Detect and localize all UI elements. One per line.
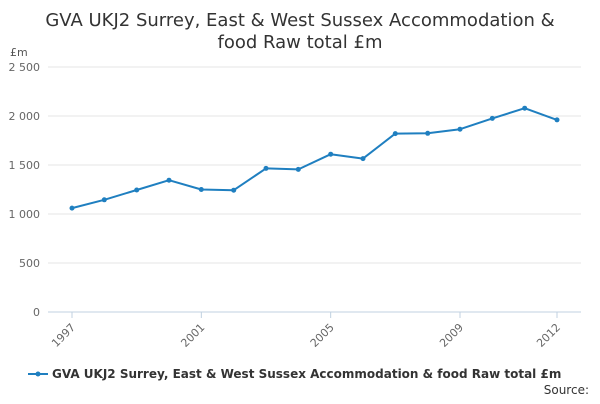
data-point-2012[interactable] — [554, 117, 560, 123]
legend-label: GVA UKJ2 Surrey, East & West Sussex Acco… — [52, 367, 561, 381]
data-point-2009[interactable] — [457, 126, 463, 132]
grid-layer — [48, 66, 581, 264]
x-tick-labels: 1997 2001 2005 2009 2012 — [49, 321, 563, 350]
y-tick-label-2500: 2 500 — [9, 61, 41, 74]
data-point-1999[interactable] — [134, 187, 140, 193]
data-point-2000[interactable] — [166, 177, 172, 183]
data-point-2011[interactable] — [522, 105, 528, 111]
data-point-2007[interactable] — [392, 131, 398, 137]
y-tick-labels: 0 500 1 000 1 500 2 000 2 500 — [9, 61, 41, 319]
x-tick-label-2005: 2005 — [308, 321, 337, 350]
y-axis-unit: £m — [10, 46, 28, 59]
data-point-2006[interactable] — [360, 156, 366, 162]
series-layer — [69, 105, 560, 211]
legend[interactable]: GVA UKJ2 Surrey, East & West Sussex Acco… — [28, 367, 561, 381]
y-tick-label-500: 500 — [19, 257, 40, 270]
y-tick-label-0: 0 — [33, 306, 40, 319]
series-line-0 — [71, 107, 558, 210]
legend-swatch-marker — [35, 371, 41, 377]
data-point-2002[interactable] — [231, 187, 237, 193]
data-point-2003[interactable] — [263, 165, 269, 171]
chart-title-line-1: GVA UKJ2 Surrey, East & West Sussex Acco… — [45, 10, 554, 31]
x-tick-label-2009: 2009 — [437, 321, 466, 350]
data-point-2005[interactable] — [328, 151, 334, 157]
data-point-2001[interactable] — [198, 187, 204, 192]
data-point-1997[interactable] — [69, 205, 75, 211]
chart-title-line-2: food Raw total £m — [218, 32, 383, 53]
axis-layer — [48, 311, 581, 318]
x-tick-label-2012: 2012 — [534, 321, 563, 350]
y-tick-label-1000: 1 000 — [9, 208, 41, 221]
data-point-2010[interactable] — [489, 115, 495, 121]
y-tick-label-2000: 2 000 — [9, 110, 41, 123]
x-tick-label-1997: 1997 — [49, 321, 78, 350]
data-point-1998[interactable] — [101, 197, 107, 203]
y-tick-label-1500: 1 500 — [9, 159, 41, 172]
source-label: Source: — [544, 383, 589, 397]
data-point-2004[interactable] — [295, 166, 301, 172]
data-point-2008[interactable] — [425, 130, 431, 136]
x-tick-label-2001: 2001 — [178, 321, 207, 350]
